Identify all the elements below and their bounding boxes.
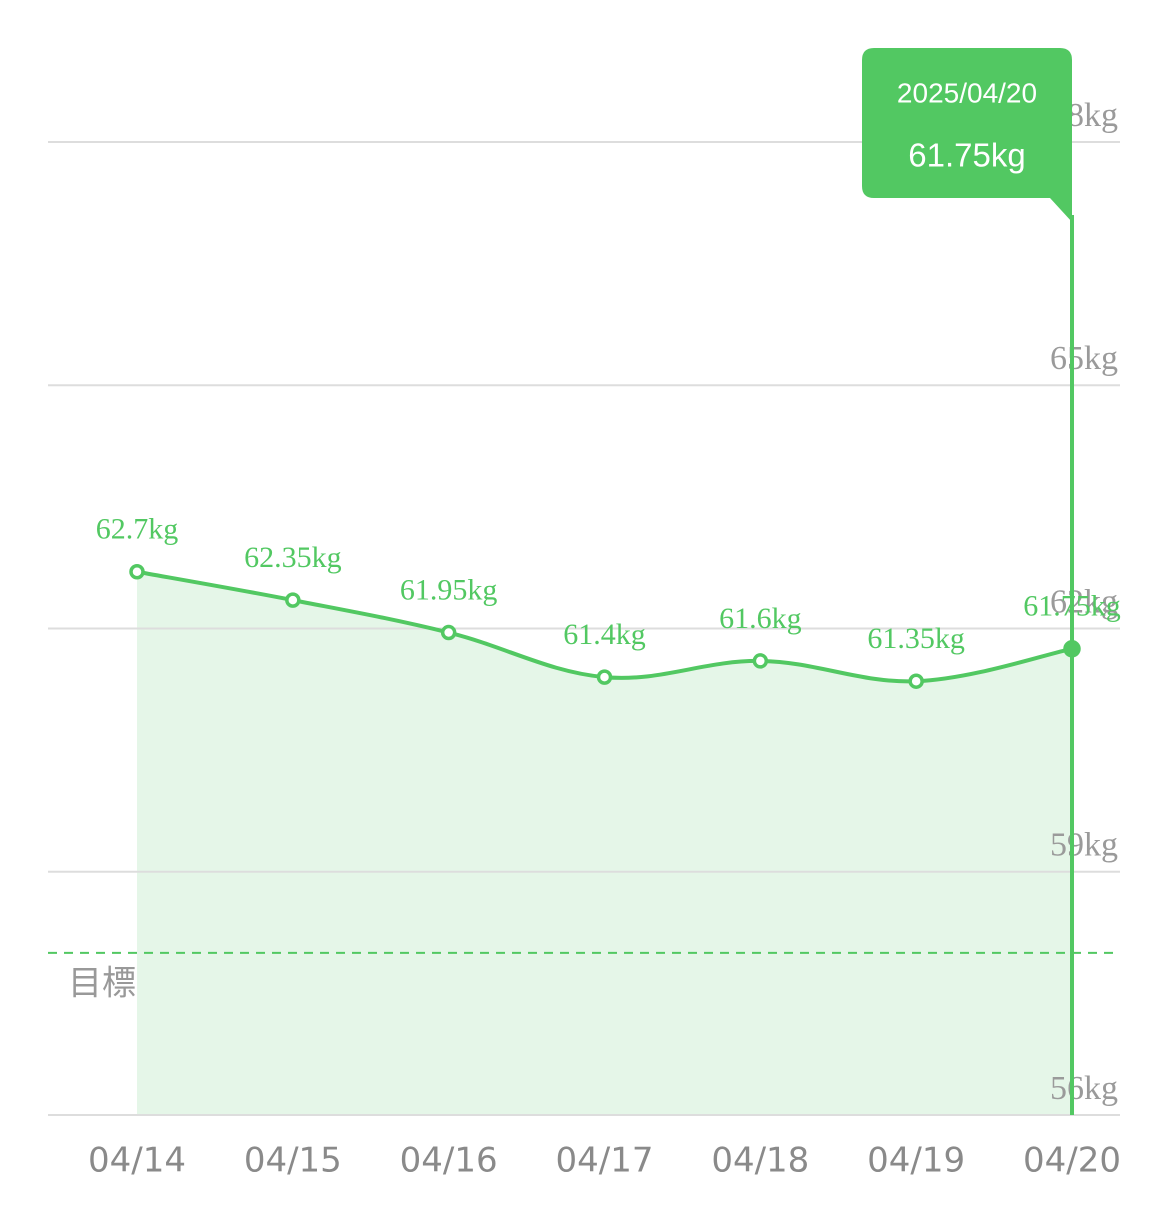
x-tick-label: 04/14: [88, 1141, 186, 1181]
point: [752, 653, 769, 669]
point: [285, 592, 301, 608]
x-tick-label: 04/18: [711, 1141, 809, 1181]
point: [1063, 640, 1081, 658]
point: [908, 673, 924, 689]
area: [137, 571, 1072, 1115]
data-label: 61.35kg: [867, 622, 965, 655]
x-tick-label: 04/15: [244, 1141, 342, 1181]
tooltip-value: 61.75kg: [908, 137, 1025, 174]
data-label: 61.95kg: [400, 573, 498, 606]
x-tick-label: 04/20: [1023, 1141, 1121, 1181]
x-tick-label: 04/19: [867, 1141, 965, 1181]
point: [129, 563, 145, 580]
point: [596, 669, 613, 685]
y-tick-label: 59kg: [1050, 827, 1118, 864]
target-label: 目標: [68, 963, 136, 1003]
x-tick-label: 04/17: [556, 1141, 654, 1181]
data-label: 62.35kg: [244, 541, 342, 574]
tooltip-title: 2025/04/20: [897, 77, 1037, 108]
tooltip-box: [862, 48, 1072, 222]
y-tick-label: 56kg: [1050, 1070, 1118, 1107]
y-tick-label: 62kg: [1050, 583, 1118, 620]
data-label: 61.6kg: [719, 602, 802, 635]
point: [440, 624, 457, 641]
data-label: 62.7kg: [96, 513, 179, 546]
y-tick-label: 65kg: [1050, 340, 1118, 377]
x-tick-label: 04/16: [400, 1141, 498, 1181]
data-label: 61.4kg: [563, 618, 646, 651]
data-label: 61.75kg: [1023, 590, 1121, 623]
